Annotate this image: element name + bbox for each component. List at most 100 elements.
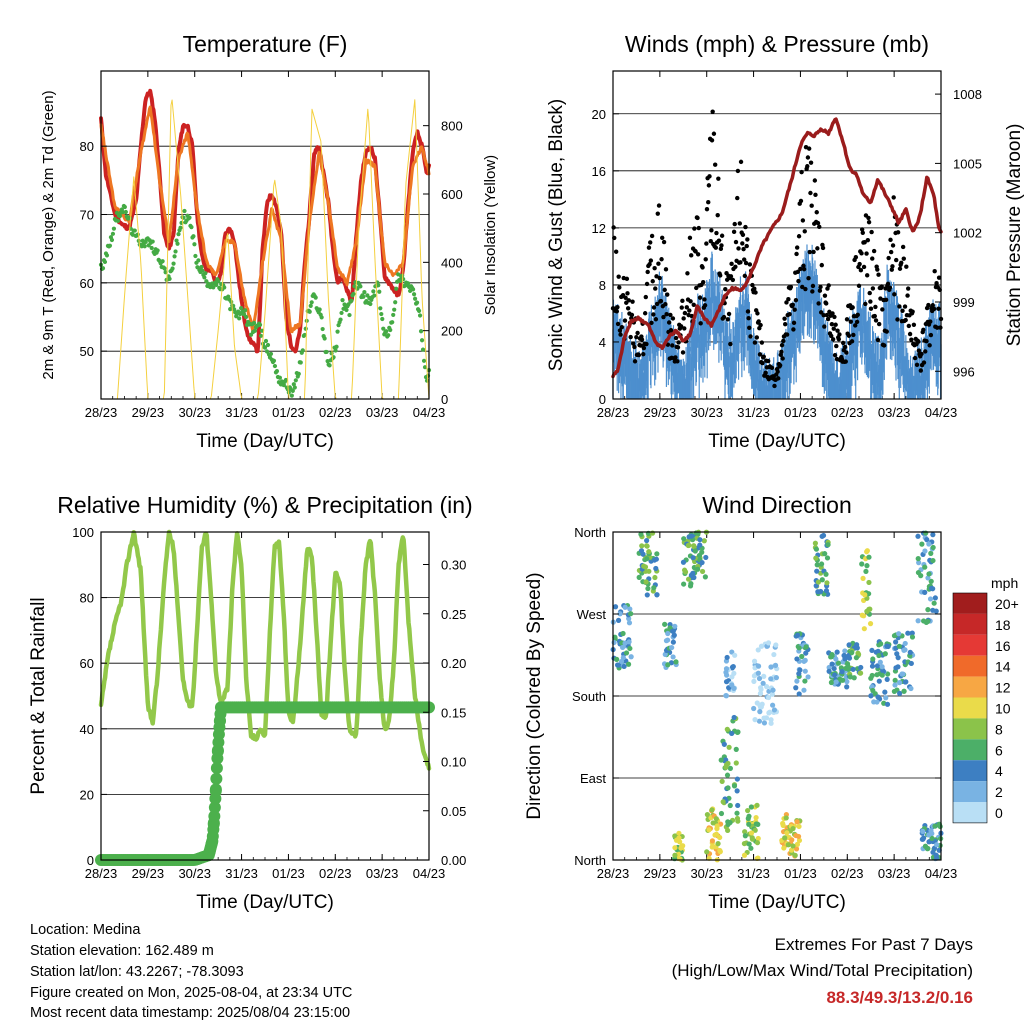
dewpoint-point	[244, 314, 249, 320]
dewpoint-point	[150, 239, 155, 244]
dewpoint-point	[264, 349, 270, 354]
precip-point	[210, 762, 223, 775]
direction-point	[713, 831, 720, 837]
gust-point	[730, 277, 736, 283]
gust-point	[687, 308, 692, 313]
legend-swatch	[953, 593, 987, 614]
direction-point	[755, 670, 761, 676]
dewpoint-point	[378, 306, 383, 311]
direction-point	[751, 705, 757, 712]
direction-point	[726, 744, 732, 750]
gust-point	[757, 352, 763, 357]
dewpoint-point	[115, 218, 120, 224]
direction-point	[832, 672, 838, 678]
y-axis-label-right: Solar Insolation (Yellow)	[482, 155, 499, 315]
gust-point	[809, 203, 814, 208]
dewpoint-point	[175, 241, 180, 246]
dewpoint-point	[414, 300, 420, 305]
direction-point	[734, 788, 740, 794]
dewpoint-point	[187, 215, 192, 220]
direction-point	[909, 630, 915, 636]
direction-point	[723, 764, 729, 770]
gust-point	[670, 316, 676, 321]
direction-point	[760, 680, 766, 686]
dewpoint-point	[167, 276, 172, 282]
dewpoint-point	[257, 322, 263, 327]
direction-point	[699, 559, 705, 566]
direction-point	[734, 815, 741, 822]
gust-point	[905, 293, 910, 298]
dewpoint-point	[417, 313, 423, 318]
direction-point	[682, 569, 689, 575]
direction-point	[670, 654, 676, 660]
y-tick-label: 20	[80, 787, 94, 802]
gust-point	[706, 200, 711, 205]
direction-point	[835, 660, 842, 666]
gust-point	[647, 262, 652, 267]
direction-point	[706, 827, 712, 833]
gust-point	[733, 239, 739, 245]
gust-point	[931, 306, 937, 312]
direction-point	[697, 542, 703, 548]
temp-9m-series	[99, 105, 431, 334]
x-tick-label: 03/23	[878, 866, 911, 881]
direction-point	[866, 554, 872, 560]
direction-point	[768, 664, 774, 670]
x-tick-label: 28/23	[85, 866, 118, 881]
direction-point	[644, 543, 650, 549]
dewpoint-point	[319, 315, 324, 320]
direction-point	[802, 678, 808, 684]
dewpoint-point	[347, 312, 352, 318]
direction-point	[853, 655, 859, 661]
gust-point	[710, 109, 715, 114]
dewpoint-point	[191, 234, 196, 239]
direction-point	[858, 664, 864, 671]
direction-point	[831, 665, 837, 672]
gust-point	[695, 215, 700, 221]
gust-point	[837, 332, 842, 337]
x-tick-label: 01/23	[784, 866, 817, 881]
x-tick-label: 28/23	[85, 405, 118, 420]
y-tick-label-right: 0.20	[441, 656, 466, 671]
dewpoint-point	[308, 303, 313, 309]
dewpoint-point	[307, 309, 312, 314]
direction-point	[746, 841, 752, 847]
dewpoint-point	[178, 225, 183, 230]
direction-point	[905, 630, 911, 636]
precip-point	[208, 810, 221, 823]
precip-point	[214, 701, 227, 714]
direction-point	[794, 632, 801, 638]
direction-point	[916, 560, 922, 566]
direction-point	[870, 656, 876, 662]
info-location: Location: Medina	[30, 922, 141, 938]
direction-point	[620, 630, 626, 637]
gust-point	[759, 340, 765, 345]
direction-point	[794, 678, 800, 684]
direction-point	[925, 618, 931, 625]
gust-point	[742, 273, 748, 279]
dewpoint-point	[100, 266, 106, 271]
gust-point	[732, 221, 737, 227]
gust-point	[830, 337, 836, 342]
gust-point	[701, 279, 706, 285]
x-tick-label: 02/23	[319, 866, 352, 881]
gust-point	[829, 333, 834, 339]
direction-point	[902, 640, 908, 647]
gust-point	[655, 211, 660, 216]
gust-point	[625, 291, 630, 296]
gust-point	[712, 162, 718, 167]
y-tick-label-right: 0.15	[441, 705, 466, 720]
gust-point	[728, 341, 733, 347]
gust-point	[859, 251, 864, 256]
x-tick-label: 31/23	[225, 405, 258, 420]
gust-point	[806, 146, 812, 151]
direction-point	[724, 772, 731, 778]
gust-point	[818, 284, 823, 290]
direction-point	[915, 569, 922, 576]
direction-point	[742, 829, 748, 835]
gust-point	[754, 335, 760, 340]
x-tick-label: 03/23	[878, 405, 911, 420]
dewpoint-point	[394, 286, 399, 291]
direction-point	[930, 544, 936, 551]
direction-point	[915, 618, 921, 624]
